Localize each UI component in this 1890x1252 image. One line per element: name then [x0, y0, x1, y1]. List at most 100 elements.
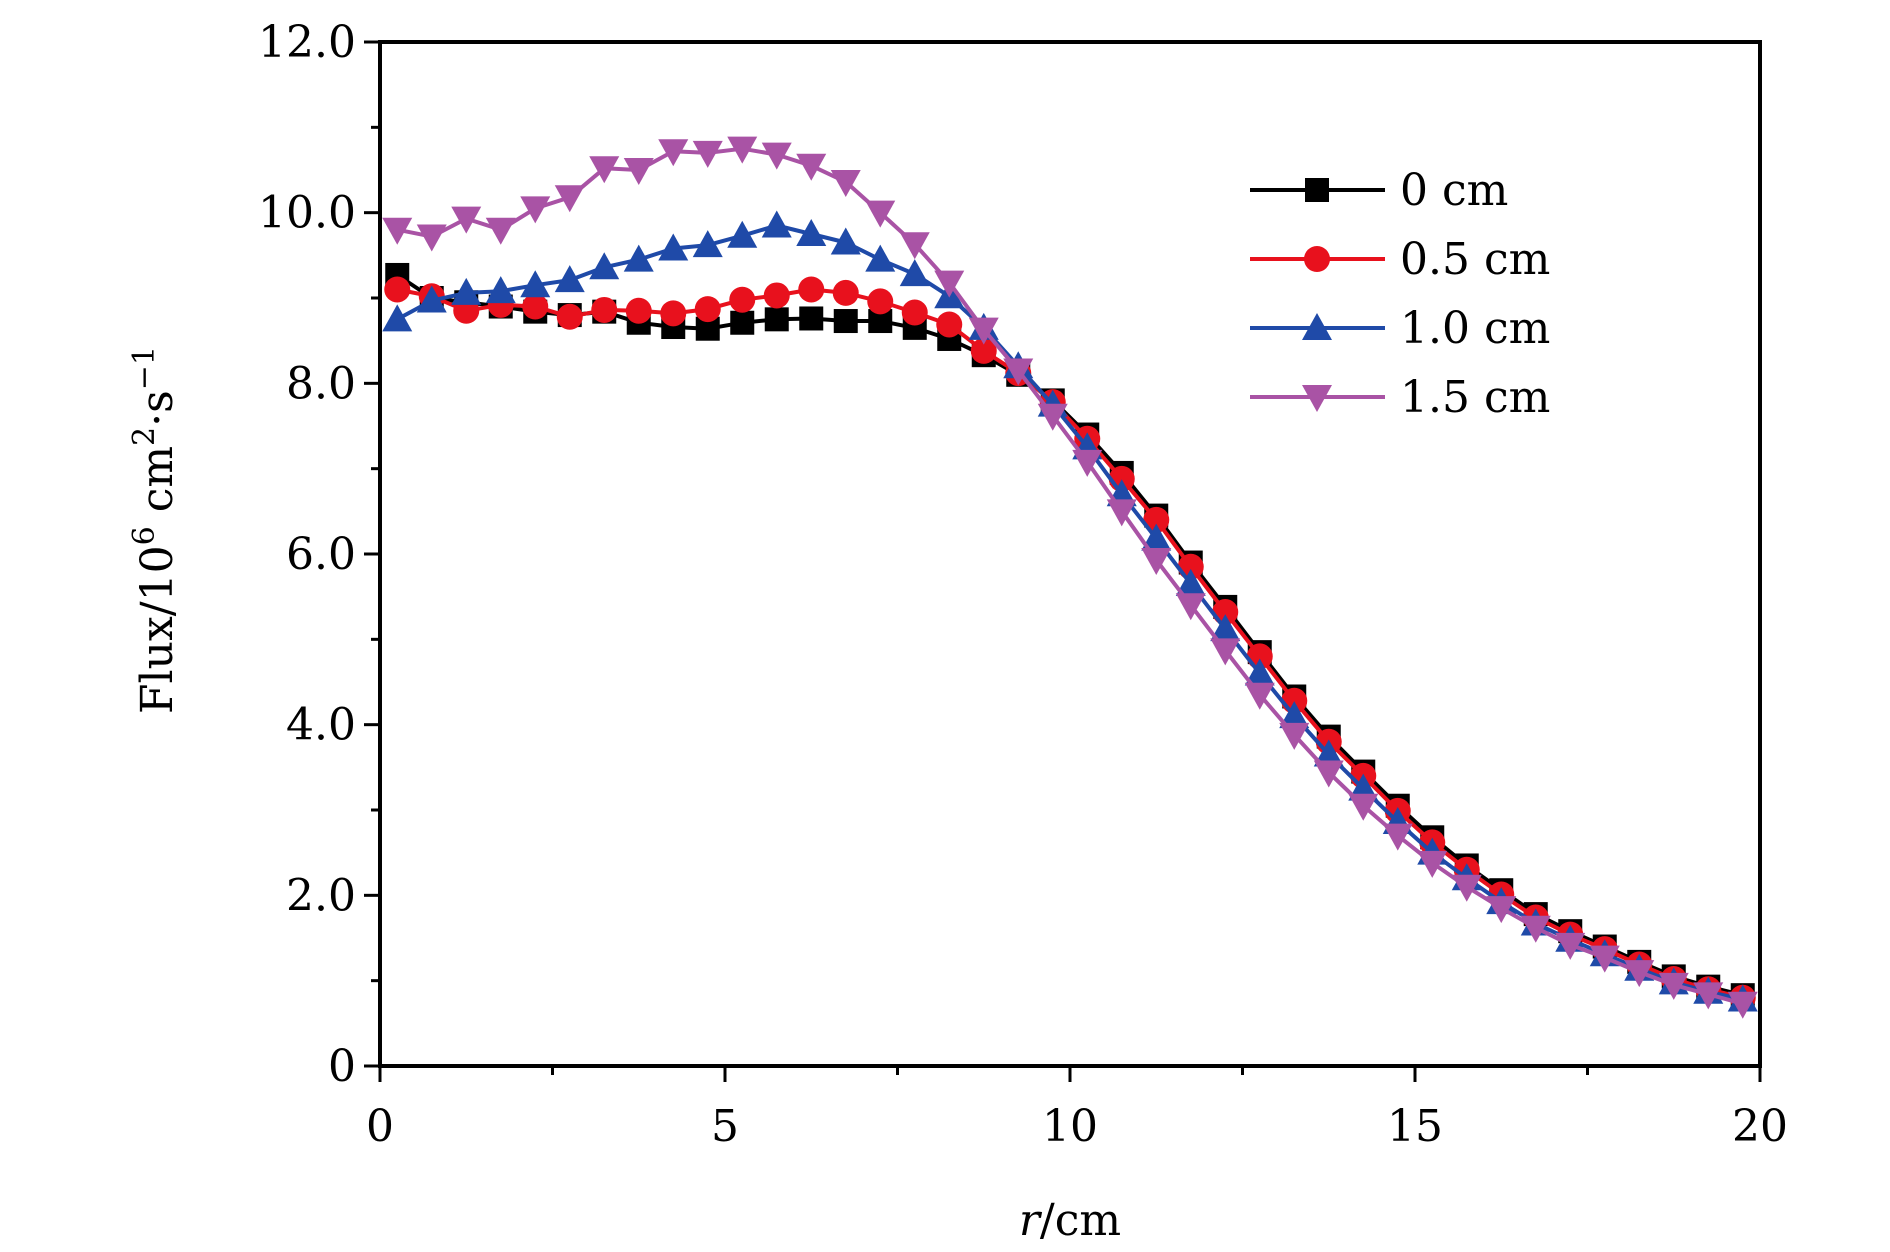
data-point: [694, 296, 721, 323]
y-tick-label: 12.0: [258, 17, 356, 68]
data-point: [796, 153, 827, 181]
data-point: [1143, 506, 1170, 533]
data-point: [936, 311, 963, 338]
chart-marks: [382, 136, 1758, 1019]
y-tick-label: 4.0: [286, 700, 356, 751]
data-point: [1072, 449, 1103, 477]
y-tick-label: 0: [328, 1041, 356, 1092]
data-point: [625, 297, 652, 324]
data-point: [692, 140, 723, 168]
y-tick-label: 6.0: [286, 529, 356, 580]
x-tick-label: 10: [1042, 1101, 1098, 1152]
data-point: [692, 230, 723, 258]
legend-marker: [1302, 385, 1332, 412]
data-point: [1003, 358, 1034, 386]
x-tick-label: 20: [1732, 1101, 1788, 1152]
data-point: [1141, 547, 1172, 575]
data-point: [1037, 403, 1068, 431]
legend-marker: [1304, 246, 1330, 272]
data-point: [416, 285, 447, 313]
data-point: [727, 136, 758, 164]
data-point: [1520, 915, 1551, 943]
data-point: [761, 210, 792, 238]
data-point: [554, 265, 585, 293]
legend-entry: 0 cm: [1250, 165, 1508, 216]
data-point: [451, 206, 482, 234]
legend-label: 1.0 cm: [1400, 303, 1550, 354]
data-point: [623, 244, 654, 272]
data-point: [899, 259, 930, 287]
data-point: [384, 276, 411, 303]
data-point: [1106, 499, 1137, 527]
data-point: [833, 309, 858, 334]
legend-marker: [1302, 313, 1332, 340]
legend-entry: 1.5 cm: [1250, 372, 1550, 423]
data-point: [1175, 593, 1206, 621]
data-point: [658, 139, 689, 167]
data-point: [1451, 874, 1482, 902]
data-point: [591, 296, 618, 323]
y-tick-label: 10.0: [258, 188, 356, 239]
data-point: [764, 307, 789, 332]
data-point: [1210, 638, 1241, 666]
data-point: [660, 300, 687, 327]
data-point: [865, 200, 896, 228]
data-point: [865, 244, 896, 272]
legend-label: 1.5 cm: [1400, 372, 1550, 423]
data-point: [968, 317, 999, 345]
data-point: [1141, 523, 1172, 551]
data-point: [830, 169, 861, 197]
series-line: [396, 223, 1744, 1002]
data-point: [451, 277, 482, 305]
legend-label: 0.5 cm: [1400, 234, 1550, 285]
data-point: [522, 293, 549, 320]
data-point: [1589, 945, 1620, 973]
legend-label: 0 cm: [1400, 165, 1508, 216]
data-point: [485, 276, 516, 304]
data-point: [899, 232, 930, 260]
data-point: [520, 196, 551, 224]
data-point: [1210, 614, 1241, 642]
data-point: [761, 142, 792, 170]
data-point: [658, 233, 689, 261]
data-point: [382, 304, 413, 332]
data-point: [867, 288, 894, 315]
series-line: [396, 273, 1744, 998]
data-point: [382, 217, 413, 245]
data-point: [1624, 960, 1655, 988]
data-point: [556, 303, 583, 330]
data-point: [623, 158, 654, 185]
legend-entry: 0.5 cm: [1250, 234, 1550, 285]
y-tick-label: 8.0: [286, 358, 356, 409]
data-point: [1555, 932, 1586, 960]
data-point: [1175, 568, 1206, 596]
data-point: [729, 286, 756, 313]
chart-axes: 0 5 10 15 20 0 2.0 4.0 6.0 8.0 10.0 12.0: [258, 17, 1788, 1152]
data-point: [520, 270, 551, 298]
data-point: [830, 227, 861, 255]
data-point: [1279, 701, 1310, 729]
data-point: [727, 220, 758, 248]
x-axis-title: r/cm: [1019, 1195, 1121, 1246]
data-point: [796, 219, 827, 246]
data-point: [589, 156, 620, 184]
y-axis-title: Flux/106 cm2·s−1: [127, 346, 183, 714]
data-point: [1727, 991, 1758, 1019]
legend-entry: 1.0 cm: [1250, 303, 1550, 354]
y-tick-label: 2.0: [286, 870, 356, 921]
data-point: [589, 252, 620, 280]
data-point: [1279, 722, 1310, 750]
data-point: [1244, 658, 1275, 686]
data-point: [485, 217, 516, 245]
data-point: [832, 279, 859, 306]
data-point: [934, 270, 965, 298]
data-point: [799, 306, 824, 331]
plot-frame: [378, 40, 1762, 1068]
series-line: [396, 287, 1744, 1000]
data-point: [1348, 793, 1379, 821]
x-tick-label: 15: [1387, 1101, 1443, 1152]
data-point: [1486, 896, 1517, 924]
data-point: [901, 299, 928, 326]
legend: 0 cm 0.5 cm 1.0 cm 1.5 cm: [1250, 165, 1550, 423]
